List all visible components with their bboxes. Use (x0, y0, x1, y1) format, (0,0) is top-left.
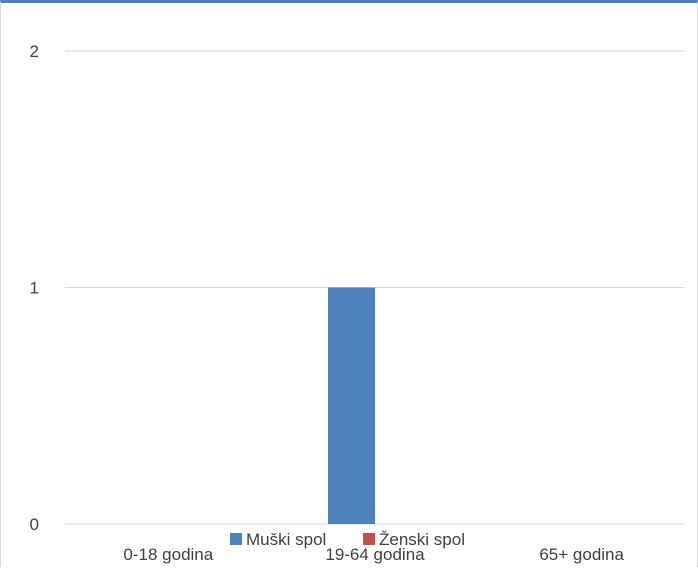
y-tick-label: 0 (30, 515, 39, 534)
x-tick-label: 65+ godina (539, 545, 624, 564)
bar-chart: 0 1 2 0-18 godina 19-64 godina 65+ godina Mu… (30, 42, 685, 564)
y-tick-label: 2 (30, 42, 39, 61)
legend-label: Muški spol (246, 530, 326, 549)
x-axis-tick-labels: 0-18 godina 19-64 godina 65+ godina (123, 545, 624, 564)
y-tick-label: 1 (30, 279, 39, 298)
legend-swatch (230, 533, 242, 545)
legend-label: Ženski spol (379, 530, 465, 549)
legend: Muški spol Ženski spol (230, 530, 465, 549)
y-axis-tick-labels: 0 1 2 (30, 42, 39, 534)
bars (328, 287, 375, 524)
legend-swatch (363, 533, 375, 545)
bar (328, 287, 375, 524)
x-tick-label: 0-18 godina (123, 545, 213, 564)
x-tick-label: 19-64 godina (325, 545, 425, 564)
